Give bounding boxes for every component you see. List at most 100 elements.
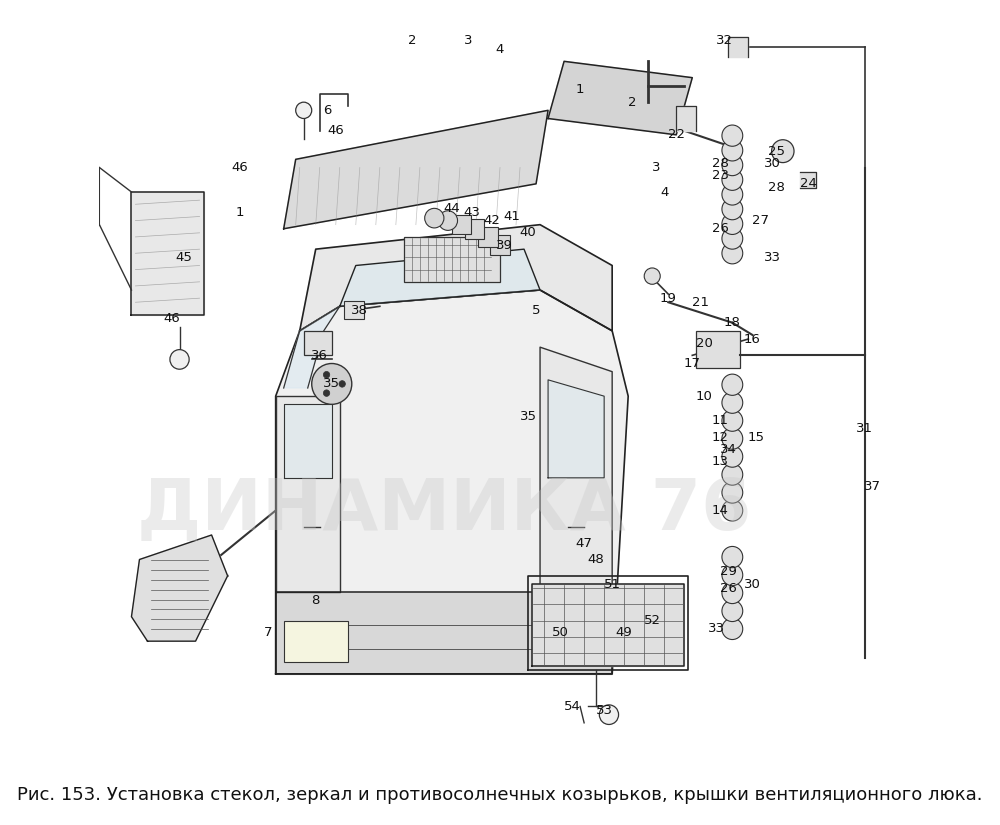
Text: 19: 19 xyxy=(660,292,677,304)
Text: 35: 35 xyxy=(323,377,340,390)
Text: 28: 28 xyxy=(712,157,729,170)
Text: 28: 28 xyxy=(768,182,785,195)
Text: 13: 13 xyxy=(712,455,729,468)
Text: 25: 25 xyxy=(768,144,785,158)
Text: 41: 41 xyxy=(504,210,520,223)
Text: 3: 3 xyxy=(652,161,660,174)
Text: 32: 32 xyxy=(716,35,733,47)
Text: 35: 35 xyxy=(520,410,537,423)
Text: 30: 30 xyxy=(764,157,781,170)
Text: 15: 15 xyxy=(748,431,765,444)
Text: 8: 8 xyxy=(312,594,320,607)
Text: 5: 5 xyxy=(532,304,540,317)
Text: 16: 16 xyxy=(744,332,761,346)
Polygon shape xyxy=(300,224,612,331)
Text: 54: 54 xyxy=(564,700,581,713)
Text: 39: 39 xyxy=(496,238,512,252)
Circle shape xyxy=(722,410,743,431)
Bar xyxy=(465,219,484,238)
Circle shape xyxy=(722,125,743,146)
Text: 51: 51 xyxy=(604,578,621,591)
Polygon shape xyxy=(276,396,340,592)
Polygon shape xyxy=(548,380,604,478)
Text: 33: 33 xyxy=(708,622,725,635)
Text: 21: 21 xyxy=(692,295,709,309)
Circle shape xyxy=(722,213,743,234)
Polygon shape xyxy=(728,37,748,57)
Polygon shape xyxy=(131,192,204,314)
Circle shape xyxy=(323,371,330,378)
Text: 44: 44 xyxy=(444,202,460,214)
Circle shape xyxy=(772,139,794,163)
Text: 18: 18 xyxy=(724,316,741,329)
Text: 48: 48 xyxy=(588,553,605,566)
Text: 10: 10 xyxy=(696,389,713,403)
Polygon shape xyxy=(276,592,612,674)
Bar xyxy=(532,620,596,662)
Bar xyxy=(478,227,498,247)
Circle shape xyxy=(599,705,619,724)
Text: 1: 1 xyxy=(576,83,584,97)
Circle shape xyxy=(722,482,743,503)
Text: 6: 6 xyxy=(324,104,332,117)
Text: 24: 24 xyxy=(800,177,817,191)
Text: 46: 46 xyxy=(231,161,248,174)
Text: 46: 46 xyxy=(327,125,344,137)
Circle shape xyxy=(722,446,743,467)
Text: 3: 3 xyxy=(464,35,472,47)
Text: 37: 37 xyxy=(864,479,881,493)
Circle shape xyxy=(722,392,743,413)
Circle shape xyxy=(722,169,743,191)
Text: 31: 31 xyxy=(856,422,873,436)
Text: 20: 20 xyxy=(696,337,713,350)
Circle shape xyxy=(722,428,743,450)
Polygon shape xyxy=(532,584,684,666)
Polygon shape xyxy=(676,106,696,130)
Text: 52: 52 xyxy=(644,615,661,627)
Polygon shape xyxy=(284,111,548,229)
Text: 14: 14 xyxy=(712,504,729,517)
Text: 2: 2 xyxy=(628,96,636,109)
Text: 50: 50 xyxy=(552,626,569,639)
Text: 53: 53 xyxy=(596,704,613,717)
Polygon shape xyxy=(340,249,540,306)
Bar xyxy=(304,331,332,356)
Circle shape xyxy=(722,139,743,161)
Text: 42: 42 xyxy=(484,214,500,227)
Bar xyxy=(696,331,740,368)
Circle shape xyxy=(339,380,345,387)
Text: 17: 17 xyxy=(684,357,701,370)
Polygon shape xyxy=(284,404,332,478)
Circle shape xyxy=(170,350,189,370)
Circle shape xyxy=(722,500,743,521)
Text: 33: 33 xyxy=(764,251,781,264)
Bar xyxy=(284,620,348,662)
Circle shape xyxy=(323,390,330,396)
Circle shape xyxy=(644,268,660,285)
Circle shape xyxy=(722,199,743,219)
Bar xyxy=(452,214,471,234)
Text: 40: 40 xyxy=(520,226,536,239)
Polygon shape xyxy=(800,172,816,188)
Bar xyxy=(404,237,500,282)
Circle shape xyxy=(722,618,743,639)
Polygon shape xyxy=(131,535,228,641)
Text: 4: 4 xyxy=(660,186,668,199)
Text: ДИНАМИКА 76: ДИНАМИКА 76 xyxy=(137,476,751,545)
Polygon shape xyxy=(540,347,612,592)
Bar xyxy=(344,300,364,318)
Text: 45: 45 xyxy=(175,251,192,264)
Text: 26: 26 xyxy=(712,222,729,235)
Circle shape xyxy=(312,364,352,404)
Text: 11: 11 xyxy=(712,414,729,427)
Circle shape xyxy=(722,154,743,176)
Text: 46: 46 xyxy=(163,312,180,325)
Text: 34: 34 xyxy=(720,443,737,455)
Circle shape xyxy=(722,374,743,395)
Text: 27: 27 xyxy=(752,214,769,227)
Circle shape xyxy=(722,582,743,604)
Text: 49: 49 xyxy=(616,626,633,639)
Text: 4: 4 xyxy=(496,43,504,55)
Polygon shape xyxy=(284,306,340,388)
Polygon shape xyxy=(276,290,628,674)
